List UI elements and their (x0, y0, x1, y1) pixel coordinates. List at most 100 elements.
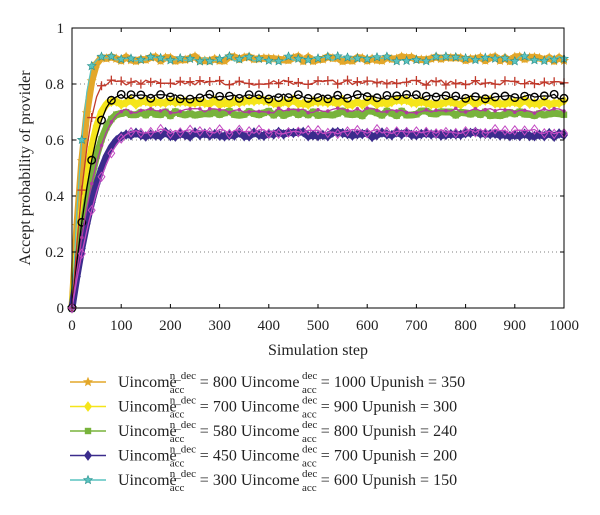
series-2 (68, 107, 568, 312)
series-2-point-15 (142, 111, 150, 119)
series-0-point-5 (91, 58, 102, 68)
series-5-point-4 (87, 113, 97, 123)
series-7-point-60 (365, 106, 370, 110)
series-3-point-54 (333, 126, 342, 138)
series-4-point-28 (204, 55, 215, 66)
x-tick-label-3: 300 (208, 318, 231, 334)
series-5-point-60 (362, 76, 372, 86)
series-5-point-34 (234, 76, 244, 86)
series-4-point-6 (96, 51, 107, 62)
series-4-point-48 (303, 54, 314, 65)
series-8-point-6 (97, 171, 106, 183)
series-6-point-88 (500, 91, 510, 101)
series-6-point-56 (343, 93, 352, 103)
series-4-point-94 (529, 54, 540, 65)
series-8-point-22 (176, 127, 185, 138)
series-4-point-86 (490, 53, 501, 63)
series-8-point-44 (284, 127, 293, 138)
series-6-point-64 (382, 91, 392, 100)
series-8-point-20 (166, 128, 175, 140)
series-7-point-80 (463, 110, 468, 114)
legend-sup1-4: n_dec (170, 468, 196, 480)
series-4-point-34 (234, 53, 245, 64)
series-6-point-14 (136, 90, 146, 100)
legend-tail-0: = 1000 Upunish = 350 (321, 374, 465, 391)
series-7-point-62 (375, 108, 379, 113)
y-axis-label: Accept probability of provider (17, 70, 34, 266)
series-7-point-36 (247, 110, 251, 114)
series-7-point-78 (453, 106, 458, 111)
series-7-point-56 (345, 108, 350, 113)
series-4-point-56 (342, 52, 353, 62)
series-8-point-30 (215, 124, 224, 135)
series-8-point-92 (520, 125, 529, 136)
series-5-point-66 (392, 79, 402, 89)
x-tick-label-5: 500 (307, 318, 330, 334)
series-5-point-94 (529, 79, 539, 89)
series-8-point-28 (205, 126, 214, 138)
series-6-point-42 (274, 93, 284, 103)
series-5-point-40 (264, 79, 274, 89)
series-4-point-62 (372, 51, 383, 62)
x-tick-label-2: 200 (159, 318, 182, 334)
series-8-point-8 (107, 147, 116, 159)
series-8-point-52 (323, 127, 332, 139)
series-5-point-12 (126, 77, 136, 87)
series-6-point-44 (284, 93, 293, 103)
series-7-point-72 (424, 108, 429, 112)
series-6-point-86 (490, 92, 500, 102)
series-4-point-98 (549, 54, 560, 65)
series-7-point-32 (227, 110, 232, 115)
series-4-point-46 (293, 53, 304, 63)
series-5-point-74 (431, 77, 441, 87)
series-0-point-4 (86, 75, 97, 86)
series-5-point-64 (382, 79, 392, 89)
series-8-point-56 (343, 126, 352, 137)
series-4-point-82 (470, 54, 481, 65)
series-6-point-90 (510, 93, 520, 103)
legend-sup1-0: n_dec (170, 370, 196, 382)
series-4-point-42 (273, 55, 284, 66)
series-7-point-92 (522, 108, 527, 113)
series-5-point-78 (451, 79, 461, 89)
series-6-point-58 (352, 90, 362, 100)
series-5-point-82 (470, 76, 480, 86)
legend-mid-4: = 300 Uincome (200, 472, 300, 489)
series-7-point-40 (267, 110, 271, 115)
series-5-point-32 (224, 80, 234, 90)
series-2-point-5 (93, 152, 100, 159)
legend-sub1-1: acc (170, 409, 185, 421)
series-4-point-50 (312, 53, 324, 63)
series-8-point-82 (471, 126, 480, 138)
series-4-point-92 (519, 51, 530, 61)
legend-sub2-2: acc (302, 433, 317, 445)
series-4-point-12 (126, 53, 137, 63)
series-6-point-76 (441, 91, 451, 101)
series-4-point-8 (106, 51, 117, 61)
legend-tail-3: = 700 Upunish = 200 (321, 448, 457, 465)
series-8-point-50 (313, 124, 323, 136)
legend-tail-4: = 600 Upunish = 150 (321, 472, 457, 489)
series-7-point-88 (503, 108, 507, 112)
series-4-point-72 (421, 55, 432, 66)
series-7-point-86 (493, 108, 497, 113)
legend-marker-3 (83, 450, 93, 461)
series-7-point-26 (198, 107, 202, 111)
series-4-point-36 (244, 51, 255, 62)
series-7-point-20 (168, 110, 173, 115)
series-8-point-2 (77, 248, 86, 260)
series-8-point-36 (245, 125, 254, 137)
series-4-point-88 (499, 53, 510, 63)
series-5-point-90 (510, 76, 520, 86)
series-7-point-82 (473, 106, 478, 111)
series-8-point-86 (491, 123, 500, 135)
series-6-point-48 (303, 93, 313, 103)
legend-mid-3: = 450 Uincome (200, 448, 300, 465)
series-6-point-40 (264, 94, 274, 104)
series-3-point-24 (186, 131, 195, 142)
legend-text-prefix-0: Uincome (118, 374, 177, 391)
y-tick-label-1: 0.2 (45, 245, 64, 261)
series-4-point-52 (322, 51, 333, 62)
